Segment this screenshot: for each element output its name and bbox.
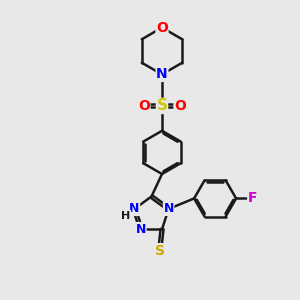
Text: S: S — [157, 98, 167, 113]
Text: F: F — [248, 191, 257, 206]
Text: N: N — [129, 202, 140, 215]
Text: H: H — [122, 211, 130, 220]
Text: N: N — [136, 223, 146, 236]
Text: O: O — [138, 99, 150, 113]
Text: O: O — [174, 99, 186, 113]
Text: N: N — [156, 68, 168, 81]
Text: N: N — [164, 202, 174, 215]
Text: O: O — [156, 21, 168, 34]
Text: S: S — [155, 244, 165, 258]
